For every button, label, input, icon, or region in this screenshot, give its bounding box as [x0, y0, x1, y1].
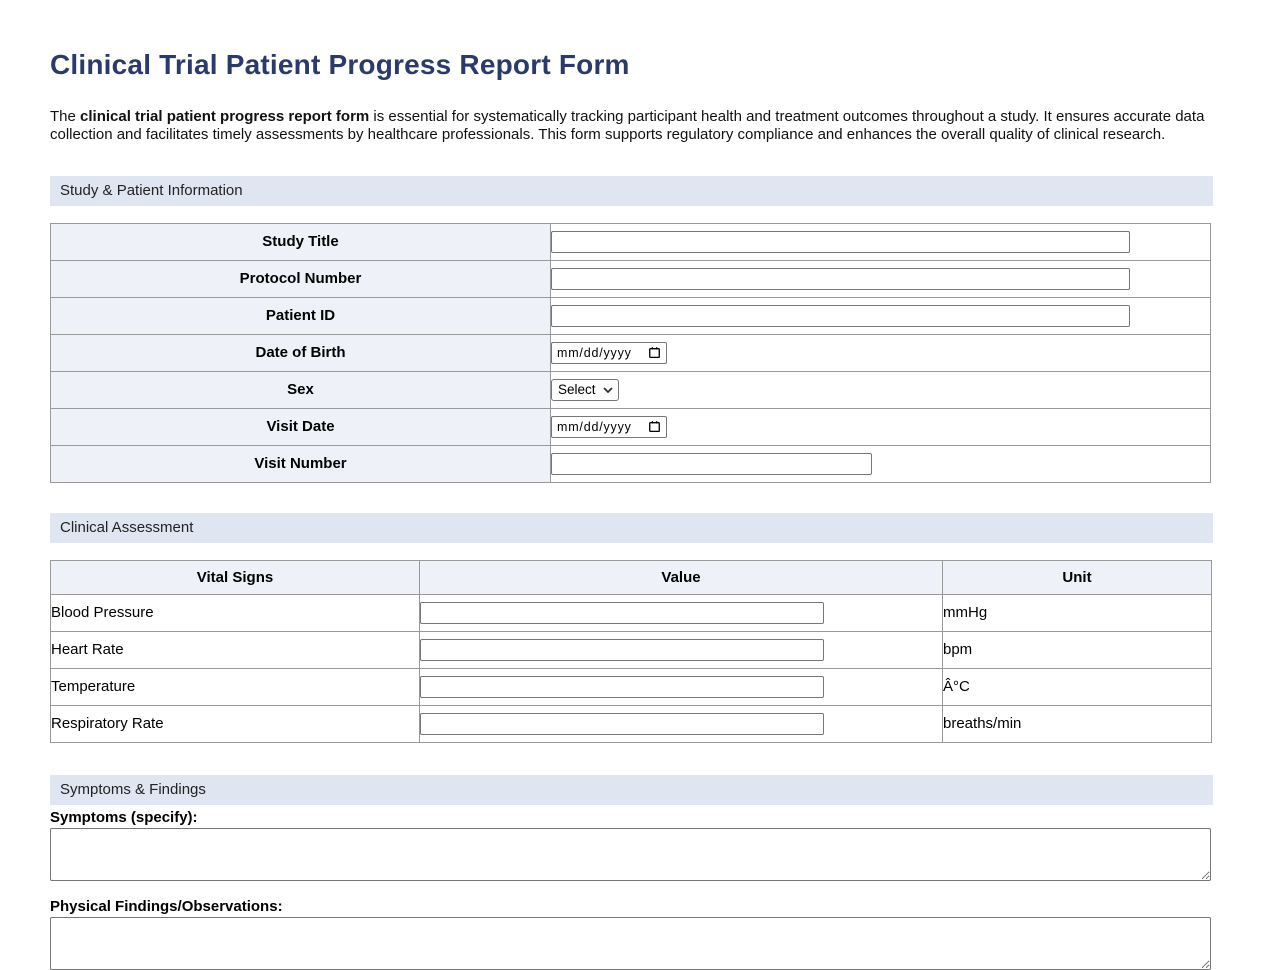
symptoms-textarea[interactable]	[50, 827, 1211, 881]
vital-unit-label: Â°C	[942, 667, 1212, 706]
section-header-clinical-assessment: Clinical Assessment	[50, 512, 1213, 543]
table-row: Respiratory Rate breaths/min	[50, 704, 1212, 743]
section-header-symptoms-findings: Symptoms & Findings	[50, 774, 1213, 805]
vital-unit-label: mmHg	[942, 593, 1212, 632]
vital-value-cell	[419, 667, 943, 706]
vital-sign-label: Respiratory Rate	[50, 704, 420, 743]
study-title-input[interactable]	[551, 230, 1130, 253]
page-title: Clinical Trial Patient Progress Report F…	[50, 49, 630, 80]
vital-value-cell	[419, 593, 943, 632]
table-row: Date of Birth mm/dd/yyyy	[50, 333, 1211, 372]
field-input-cell: mm/dd/yyyy	[550, 333, 1211, 372]
symptoms-label: Symptoms (specify):	[50, 808, 198, 826]
field-input-cell: Select	[550, 370, 1211, 409]
vital-unit-label: breaths/min	[942, 704, 1212, 743]
field-label-cell: Patient ID	[50, 296, 551, 335]
clinical-assessment-table: Vital Signs Value Unit Blood Pressure mm…	[50, 559, 1212, 743]
table-row: Visit Date mm/dd/yyyy	[50, 407, 1211, 446]
field-input-cell	[550, 259, 1211, 298]
patient-id-input[interactable]	[551, 304, 1130, 327]
vital-value-cell	[419, 630, 943, 669]
visit-number-input[interactable]	[551, 452, 872, 475]
heart-rate-value-input[interactable]	[420, 638, 824, 661]
intro-paragraph: The clinical trial patient progress repo…	[50, 108, 1208, 145]
field-input-cell	[550, 444, 1211, 483]
table-row: Temperature Â°C	[50, 667, 1212, 706]
chevron-down-icon	[602, 386, 613, 393]
vitals-header-row: Vital Signs Value Unit	[50, 559, 1212, 595]
field-label-cell: Date of Birth	[50, 333, 551, 372]
field-input-cell	[550, 222, 1211, 261]
table-row: Patient ID	[50, 296, 1211, 335]
field-input-cell	[550, 296, 1211, 335]
physical-findings-textarea[interactable]	[50, 916, 1211, 970]
field-label-cell: Protocol Number	[50, 259, 551, 298]
select-value-text: Select	[558, 382, 596, 398]
field-label-cell: Study Title	[50, 222, 551, 261]
vital-sign-label: Heart Rate	[50, 630, 420, 669]
table-row: Sex Select	[50, 370, 1211, 409]
column-header-value: Value	[419, 559, 943, 595]
vital-unit-label: bpm	[942, 630, 1212, 669]
calendar-icon	[649, 347, 660, 359]
intro-bold-phrase: clinical trial patient progress report f…	[80, 108, 370, 125]
intro-rest: is essential for systematically tracking…	[50, 108, 1205, 144]
field-label-cell: Visit Number	[50, 444, 551, 483]
vital-sign-label: Temperature	[50, 667, 420, 706]
visit-date-input[interactable]: mm/dd/yyyy	[551, 415, 667, 438]
table-row: Blood Pressure mmHg	[50, 593, 1212, 632]
field-input-cell: mm/dd/yyyy	[550, 407, 1211, 446]
calendar-icon	[649, 421, 660, 433]
vital-value-cell	[419, 704, 943, 743]
temperature-value-input[interactable]	[420, 675, 824, 698]
blood-pressure-value-input[interactable]	[420, 601, 824, 624]
protocol-number-input[interactable]	[551, 267, 1130, 290]
section-header-study-patient-information: Study & Patient Information	[50, 175, 1213, 206]
physical-findings-label: Physical Findings/Observations:	[50, 897, 283, 915]
column-header-unit: Unit	[942, 559, 1212, 595]
table-row: Heart Rate bpm	[50, 630, 1212, 669]
table-row: Protocol Number	[50, 259, 1211, 298]
field-label-cell: Visit Date	[50, 407, 551, 446]
date-placeholder-text: mm/dd/yyyy	[557, 345, 632, 360]
table-row: Study Title	[50, 222, 1211, 261]
table-row: Visit Number	[50, 444, 1211, 483]
column-header-vital-signs: Vital Signs	[50, 559, 420, 595]
respiratory-rate-value-input[interactable]	[420, 712, 824, 735]
sex-select[interactable]: Select	[551, 378, 619, 401]
study-patient-table: Study Title Protocol Number Patient ID D…	[50, 222, 1211, 483]
intro-prefix: The	[50, 108, 81, 125]
date-of-birth-input[interactable]: mm/dd/yyyy	[551, 341, 667, 364]
field-label-cell: Sex	[50, 370, 551, 409]
vital-sign-label: Blood Pressure	[50, 593, 420, 632]
date-placeholder-text: mm/dd/yyyy	[557, 419, 632, 434]
